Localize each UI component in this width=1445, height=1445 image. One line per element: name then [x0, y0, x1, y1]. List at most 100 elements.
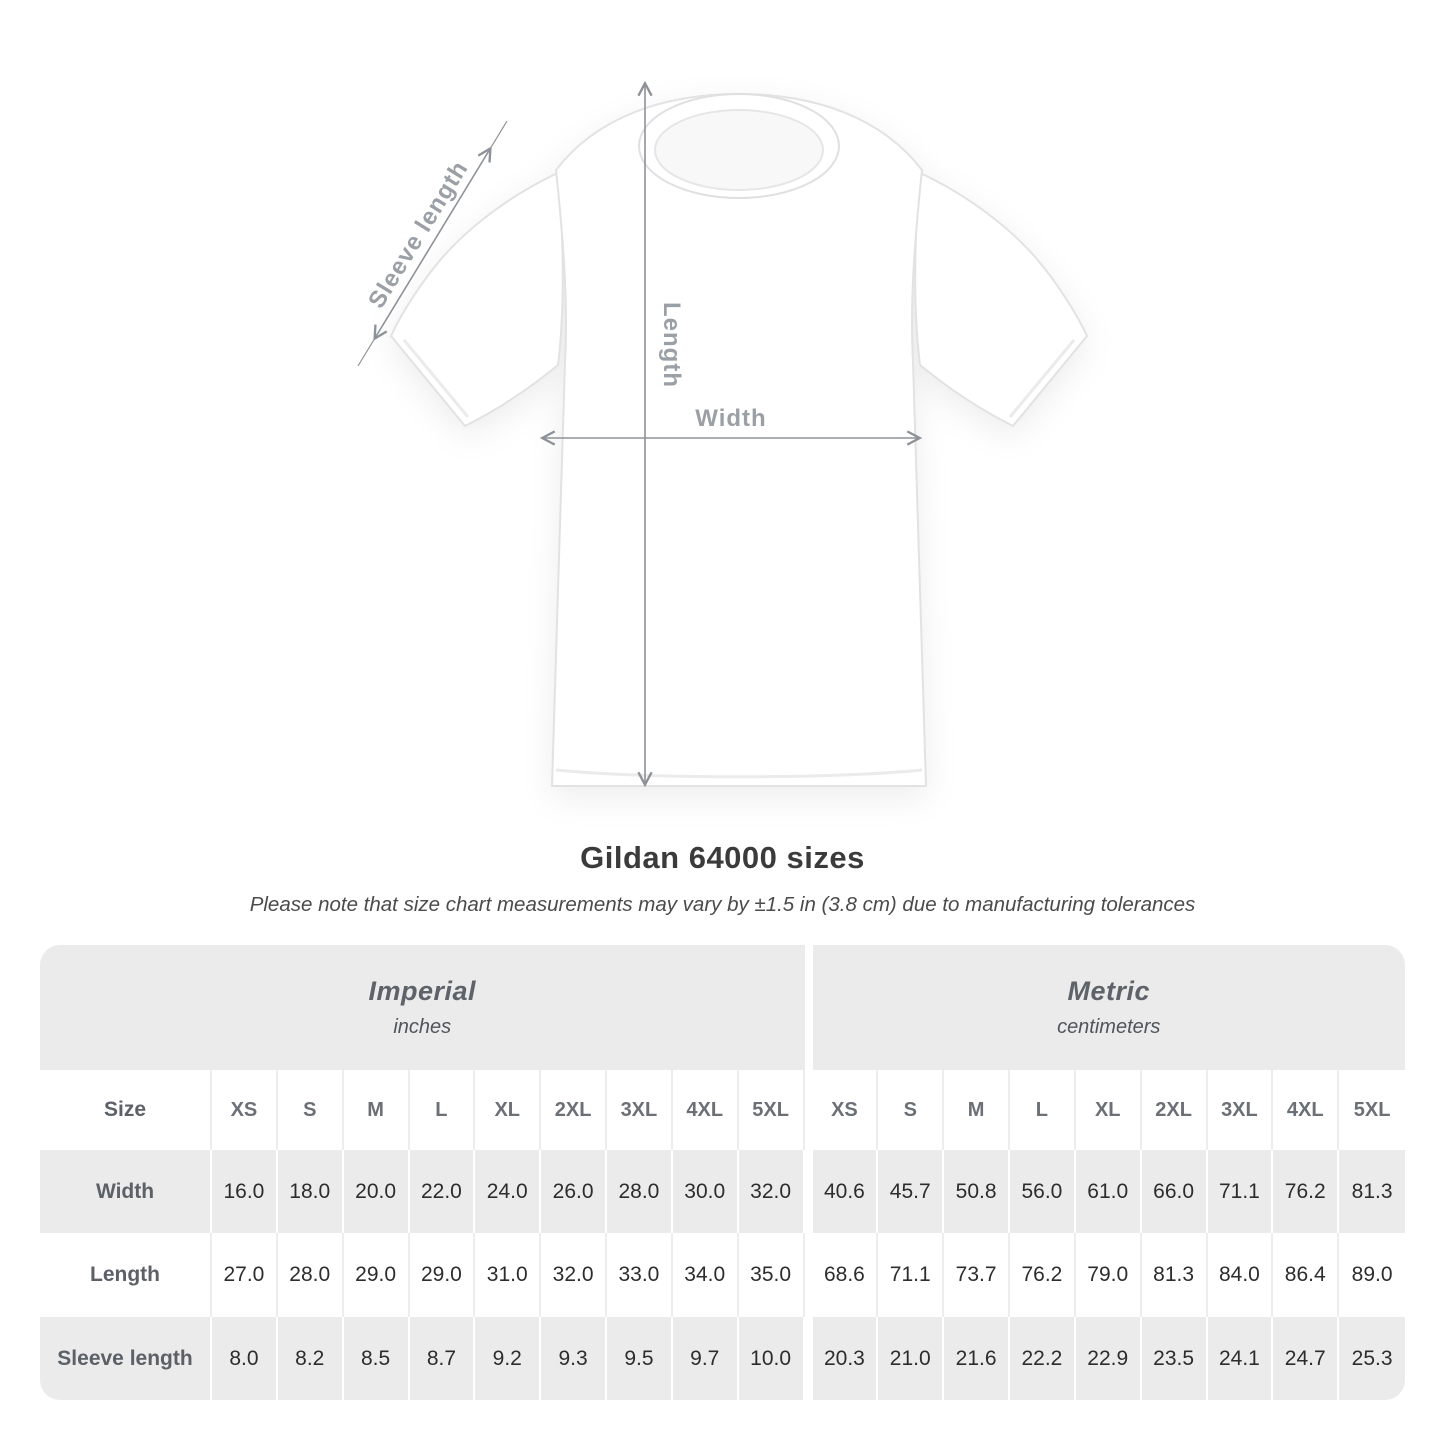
size-header-imperial-l: L	[409, 1070, 476, 1150]
metric-group-unit: centimeters	[1057, 1016, 1161, 1038]
size-table: Imperial inches Metric centimeters Size X…	[40, 945, 1405, 1400]
cell-width-imperial-m: 20.0	[343, 1150, 410, 1233]
group-gap	[804, 1150, 813, 1233]
cell-length-metric-2xl: 81.3	[1141, 1233, 1208, 1317]
cell-sleeve-length-metric-xs: 20.3	[812, 1317, 879, 1400]
cell-sleeve-length-metric-2xl: 23.5	[1141, 1317, 1208, 1400]
size-header-imperial-xs: XS	[212, 1070, 278, 1150]
tolerance-note: Please note that size chart measurements…	[249, 893, 1196, 916]
group-gap	[804, 1233, 813, 1317]
right-sleeve-seam	[1008, 339, 1076, 418]
cell-width-imperial-3xl: 28.0	[607, 1150, 673, 1233]
cell-sleeve-length-metric-5xl: 25.3	[1339, 1317, 1405, 1400]
cell-width-imperial-xs: 16.0	[212, 1150, 278, 1233]
cell-length-metric-m: 73.7	[944, 1233, 1010, 1317]
size-header-imperial-4xl: 4XL	[672, 1070, 739, 1150]
cell-width-imperial-4xl: 30.0	[672, 1150, 739, 1233]
group-gap	[804, 945, 813, 1070]
cell-sleeve-length-imperial-5xl: 10.0	[738, 1317, 805, 1400]
size-header-imperial-s: S	[277, 1070, 344, 1150]
size-column-header: Size	[40, 1070, 212, 1150]
bottom-hem-seam	[555, 768, 923, 779]
cell-length-imperial-s: 28.0	[277, 1233, 344, 1317]
size-header-metric-xs: XS	[812, 1070, 879, 1150]
cell-length-metric-3xl: 84.0	[1207, 1233, 1274, 1317]
cell-length-imperial-3xl: 33.0	[607, 1233, 673, 1317]
group-gap	[804, 1070, 813, 1150]
tshirt-collar-inner	[654, 109, 824, 191]
tshirt-right-sleeve	[914, 170, 1089, 428]
cell-width-imperial-l: 22.0	[409, 1150, 476, 1233]
cell-length-imperial-m: 29.0	[343, 1233, 410, 1317]
row-label-length: Length	[40, 1233, 212, 1317]
cell-width-metric-4xl: 76.2	[1273, 1150, 1340, 1233]
sleeve-length-arrow	[375, 149, 490, 338]
size-header-imperial-xl: XL	[475, 1070, 542, 1150]
row-label-sleeve-length: Sleeve length	[40, 1317, 212, 1400]
cell-sleeve-length-metric-3xl: 24.1	[1207, 1317, 1274, 1400]
size-header-imperial-2xl: 2XL	[541, 1070, 607, 1150]
cell-length-imperial-2xl: 32.0	[541, 1233, 607, 1317]
metric-group-header: Metric centimeters	[812, 945, 1405, 1070]
cell-sleeve-length-imperial-2xl: 9.3	[541, 1317, 607, 1400]
cell-sleeve-length-imperial-s: 8.2	[277, 1317, 344, 1400]
imperial-group-unit: inches	[393, 1016, 452, 1038]
tshirt-shape	[389, 92, 1089, 787]
cell-width-imperial-s: 18.0	[277, 1150, 344, 1233]
cell-sleeve-length-imperial-m: 8.5	[343, 1317, 410, 1400]
size-header-metric-4xl: 4XL	[1273, 1070, 1340, 1150]
cell-length-imperial-xs: 27.0	[212, 1233, 278, 1317]
cell-sleeve-length-metric-s: 21.0	[878, 1317, 945, 1400]
cell-sleeve-length-metric-m: 21.6	[944, 1317, 1010, 1400]
length-label: Length	[658, 302, 685, 388]
cell-length-metric-xl: 79.0	[1075, 1233, 1142, 1317]
cell-width-metric-3xl: 71.1	[1207, 1150, 1274, 1233]
size-header-metric-l: L	[1010, 1070, 1076, 1150]
cell-sleeve-length-metric-4xl: 24.7	[1273, 1317, 1340, 1400]
cell-length-metric-s: 71.1	[878, 1233, 945, 1317]
cell-width-imperial-5xl: 32.0	[738, 1150, 805, 1233]
cell-sleeve-length-imperial-xl: 9.2	[475, 1317, 542, 1400]
cell-width-metric-xl: 61.0	[1075, 1150, 1142, 1233]
cell-width-metric-2xl: 66.0	[1141, 1150, 1208, 1233]
size-header-metric-3xl: 3XL	[1207, 1070, 1274, 1150]
tshirt-image: Sleeve length Length Width	[357, 0, 1089, 787]
cell-sleeve-length-imperial-l: 8.7	[409, 1317, 476, 1400]
size-header-imperial-3xl: 3XL	[607, 1070, 673, 1150]
group-gap	[804, 1317, 813, 1400]
cell-width-metric-s: 45.7	[878, 1150, 945, 1233]
cell-sleeve-length-imperial-xs: 8.0	[212, 1317, 278, 1400]
size-header-imperial-m: M	[343, 1070, 410, 1150]
cell-width-metric-5xl: 81.3	[1339, 1150, 1405, 1233]
size-header-metric-m: M	[944, 1070, 1010, 1150]
imperial-group-title: Imperial	[368, 976, 477, 1006]
cell-sleeve-length-metric-l: 22.2	[1010, 1317, 1076, 1400]
cell-width-metric-l: 56.0	[1010, 1150, 1076, 1233]
cell-length-imperial-l: 29.0	[409, 1233, 476, 1317]
measurement-arrows	[357, 84, 919, 784]
cell-length-metric-l: 76.2	[1010, 1233, 1076, 1317]
row-label-width: Width	[40, 1150, 212, 1233]
cell-length-imperial-xl: 31.0	[475, 1233, 542, 1317]
metric-group-title: Metric	[1067, 976, 1151, 1006]
cell-length-metric-xs: 68.6	[812, 1233, 879, 1317]
cell-sleeve-length-imperial-4xl: 9.7	[672, 1317, 739, 1400]
cell-sleeve-length-metric-xl: 22.9	[1075, 1317, 1142, 1400]
sleeve-arrow-extension-bottom	[357, 337, 376, 367]
page-title: Gildan 64000 sizes	[580, 840, 865, 875]
cell-sleeve-length-imperial-3xl: 9.5	[607, 1317, 673, 1400]
cell-width-metric-m: 50.8	[944, 1150, 1010, 1233]
size-header-metric-5xl: 5XL	[1339, 1070, 1405, 1150]
cell-width-metric-xs: 40.6	[812, 1150, 879, 1233]
cell-length-imperial-4xl: 34.0	[672, 1233, 739, 1317]
left-sleeve-seam	[402, 339, 470, 418]
cell-width-imperial-2xl: 26.0	[541, 1150, 607, 1233]
cell-length-metric-5xl: 89.0	[1339, 1233, 1405, 1317]
size-header-imperial-5xl: 5XL	[738, 1070, 805, 1150]
width-label: Width	[695, 405, 766, 432]
size-header-metric-xl: XL	[1075, 1070, 1142, 1150]
cell-length-metric-4xl: 86.4	[1273, 1233, 1340, 1317]
cell-length-imperial-5xl: 35.0	[738, 1233, 805, 1317]
size-header-metric-s: S	[878, 1070, 945, 1150]
sleeve-arrow-extension-top	[489, 120, 508, 150]
